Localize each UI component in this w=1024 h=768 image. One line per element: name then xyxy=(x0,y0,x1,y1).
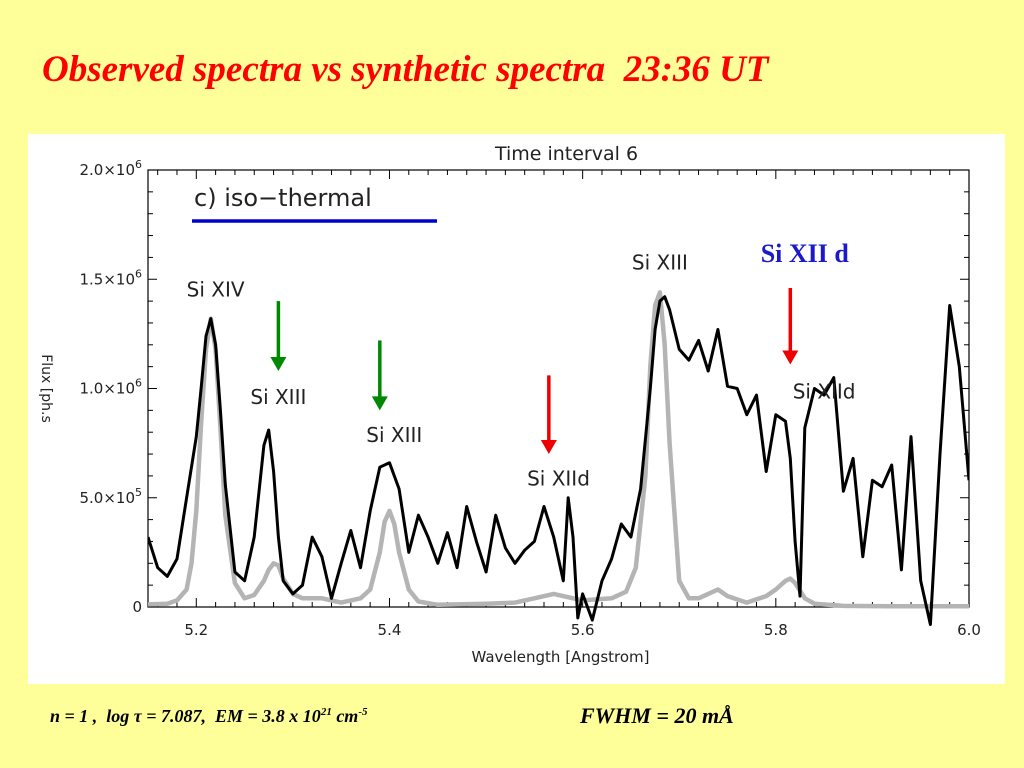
em-exponent: 21 xyxy=(320,706,332,718)
arrow-head xyxy=(782,350,799,365)
y-tick-label: 0 xyxy=(132,598,142,616)
x-tick-label: 5.6 xyxy=(571,621,595,639)
y-axis-label: Flux [ph.s xyxy=(38,354,54,423)
fwhm-label: FWHM = 20 mÅ xyxy=(580,703,734,728)
x-tick-label: 5.2 xyxy=(184,621,208,639)
x-tick-label: 5.8 xyxy=(764,621,788,639)
synthetic-spectrum-line xyxy=(148,290,969,609)
si-xii-d-label: Si XII d xyxy=(761,239,850,268)
fit-parameters: n = 1 , log τ = 7.087, EM = 3.8 x 1021 c… xyxy=(50,706,367,727)
y-tick-label: 2.0×106 xyxy=(79,158,142,179)
x-tick-label: 5.4 xyxy=(378,621,402,639)
observed-spectrum-line xyxy=(148,295,969,626)
line-id-label: Si XIII xyxy=(632,250,688,274)
spectrum-chart: 5.2 5.4 5.6 5.8 6.0 0 5.0×105 1.0×106 1.5×106 2.0… xyxy=(38,143,981,666)
spectrum-plot-panel: 5.2 5.4 5.6 5.8 6.0 0 5.0×105 1.0×106 1.5×106 2.0… xyxy=(28,134,1005,684)
y-tick-label: 5.0×105 xyxy=(79,486,142,507)
x-axis-label: Wavelength [Angstrom] xyxy=(471,648,649,666)
arrow-head xyxy=(371,396,388,411)
tau-em-value: = 7.087, EM = 3.8 x 10 xyxy=(141,706,321,726)
y-tick-label: 1.5×106 xyxy=(79,267,142,288)
em-unit-exponent: -5 xyxy=(358,706,368,718)
line-id-label: Si XIII xyxy=(250,385,306,409)
line-id-label: Si XIId xyxy=(793,379,856,403)
arrow-head xyxy=(270,357,287,372)
n-label: n = 1 , log xyxy=(50,706,134,726)
line-id-label: Si XIId xyxy=(527,467,590,491)
tau-symbol: τ xyxy=(133,706,142,726)
arrow-head xyxy=(540,440,557,455)
em-unit: cm xyxy=(331,706,359,726)
panel-label: c) iso−thermal xyxy=(194,184,372,212)
line-id-label: Si XIII xyxy=(366,423,422,447)
line-id-label: Si XIV xyxy=(187,278,245,302)
chart-title: Time interval 6 xyxy=(494,143,638,165)
x-tick-label: 6.0 xyxy=(957,621,981,639)
slide-title: Observed spectra vs synthetic spectra 23… xyxy=(42,49,769,90)
y-tick-label: 1.0×106 xyxy=(79,377,142,398)
